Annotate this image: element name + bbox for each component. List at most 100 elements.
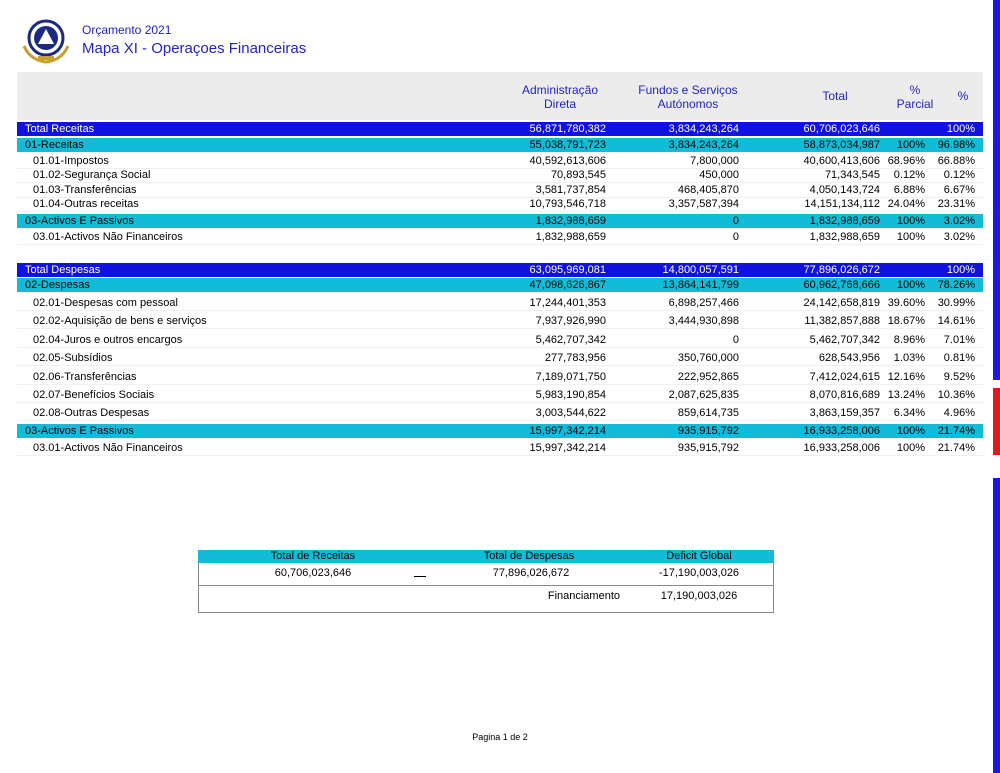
cell-fundos: 0 [732,334,739,346]
cell-adm: 10,793,546,718 [529,198,606,210]
summary-header-label: Total de Despesas [483,550,575,562]
total-row-bg [17,263,983,277]
row-label: 02.06-Transferências [33,371,137,383]
cell-parcial: 100% [896,215,925,227]
total-row-bg [17,122,983,136]
cell-parcial: 12.16% [887,371,925,383]
row-label: 02.01-Despesas com pessoal [33,297,178,309]
col-header: Fundos e Serviços Autónomos [638,83,738,111]
cell-fundos: 859,614,735 [677,407,739,419]
cell-pct: 66.88% [937,155,975,167]
cell-pct: 6.67% [943,184,975,196]
row-label: 01.04-Outras receitas [33,198,139,210]
cell-pct: 10.36% [937,389,975,401]
cell-fundos: 3,444,930,898 [668,315,739,327]
row-label: Total Receitas [25,123,95,135]
cell-parcial: 100% [896,279,925,291]
cell-fundos: 222,952,865 [677,371,739,383]
summary-header-label: Total de Receitas [270,550,356,562]
cell-fundos: 468,405,870 [677,184,739,196]
row-label: 03-Activos E Passivos [25,215,134,227]
cell-fundos: 935,915,792 [677,425,739,437]
cell-parcial: 24.04% [887,198,925,210]
cell-total: 16,933,258,006 [803,442,880,454]
table-header [17,72,983,120]
cell-fundos: 3,834,243,264 [668,123,739,135]
row-rule [17,365,983,366]
col-header: Administração Direta [521,83,599,111]
cell-pct: 14.61% [937,315,975,327]
cell-total: 71,343,545 [824,169,880,181]
cell-parcial: 6.88% [893,184,925,196]
cell-total: 4,050,143,724 [809,184,880,196]
cell-total: 58,873,034,987 [803,139,880,151]
row-label: 03-Activos E Passivos [25,425,134,437]
cell-total: 16,933,258,006 [803,425,880,437]
summary-value: 77,896,026,672 [492,567,570,579]
cell-parcial: 13.24% [887,389,925,401]
cell-adm: 5,983,190,854 [535,389,606,401]
cell-parcial: 8.96% [893,334,925,346]
cell-total: 60,962,768,666 [803,279,880,291]
row-rule [17,347,983,348]
cell-pct: 96.98% [937,139,975,151]
cell-total: 11,382,857,888 [804,315,880,327]
cell-parcial: 100% [896,425,925,437]
cell-parcial: 18.67% [887,315,925,327]
row-rule [17,310,983,311]
row-label: 03.01-Activos Não Financeiros [33,231,183,243]
cell-adm: 1,832,988,659 [535,231,606,243]
cell-fundos: 450,000 [699,169,739,181]
row-label: 01.02-Segurança Social [33,169,151,181]
cell-total: 24,142,658,819 [803,297,880,309]
cell-pct: 0.12% [943,169,975,181]
cell-parcial: 68.96% [887,155,925,167]
cell-adm: 5,462,707,342 [535,334,606,346]
row-label: 02.07-Benefícios Sociais [33,389,155,401]
row-rule [17,420,983,421]
cell-fundos: 935,915,792 [677,442,739,454]
cell-total: 40,600,413,606 [803,155,880,167]
row-label: 02-Despesas [25,279,90,291]
row-rule [17,244,983,245]
financiamento-value: 17,190,003,026 [660,590,738,602]
cell-adm: 17,244,401,353 [529,297,606,309]
cell-pct: 3.02% [943,231,975,243]
row-rule [17,211,983,212]
group-row-bg [17,214,983,228]
footer: Pagina 1 de 2 [472,732,528,742]
cell-parcial: 1.03% [893,352,925,364]
cell-total: 8,070,816,689 [809,389,880,401]
cell-parcial: 100% [896,139,925,151]
edge-bar [993,0,1000,380]
cell-parcial: 39.60% [887,297,925,309]
cell-pct: 3.02% [943,215,975,227]
row-rule [17,328,983,329]
cell-fundos: 6,898,257,466 [668,297,739,309]
cell-pct: 4.96% [943,407,975,419]
edge-bar [993,478,1000,773]
row-rule [17,168,983,169]
row-rule [17,455,983,456]
cell-total: 77,896,026,672 [803,264,880,276]
cell-parcial: 100% [896,231,925,243]
cell-parcial: 6.34% [893,407,925,419]
cell-pct: 78.26% [937,279,975,291]
cell-adm: 3,003,544,622 [535,407,606,419]
title: Mapa XI - Operaçoes Financeiras [82,40,307,57]
cell-parcial: 0.12% [893,169,925,181]
cell-adm: 15,997,342,214 [529,442,606,454]
cell-adm: 1,832,988,659 [535,215,606,227]
row-label: 02.04-Juros e outros encargos [33,334,183,346]
row-label: 01.01-Impostos [33,155,109,167]
cell-pct: 0.81% [943,352,975,364]
cell-pct: 30.99% [937,297,975,309]
cell-adm: 40,592,613,606 [529,155,606,167]
group-row-bg [17,278,983,292]
cell-adm: 15,997,342,214 [529,425,606,437]
cell-pct: 21.74% [937,442,975,454]
row-rule [17,402,983,403]
col-header: % Parcial [896,83,934,111]
cell-pct: 100% [946,264,975,276]
cell-fundos: 14,800,057,591 [662,264,739,276]
